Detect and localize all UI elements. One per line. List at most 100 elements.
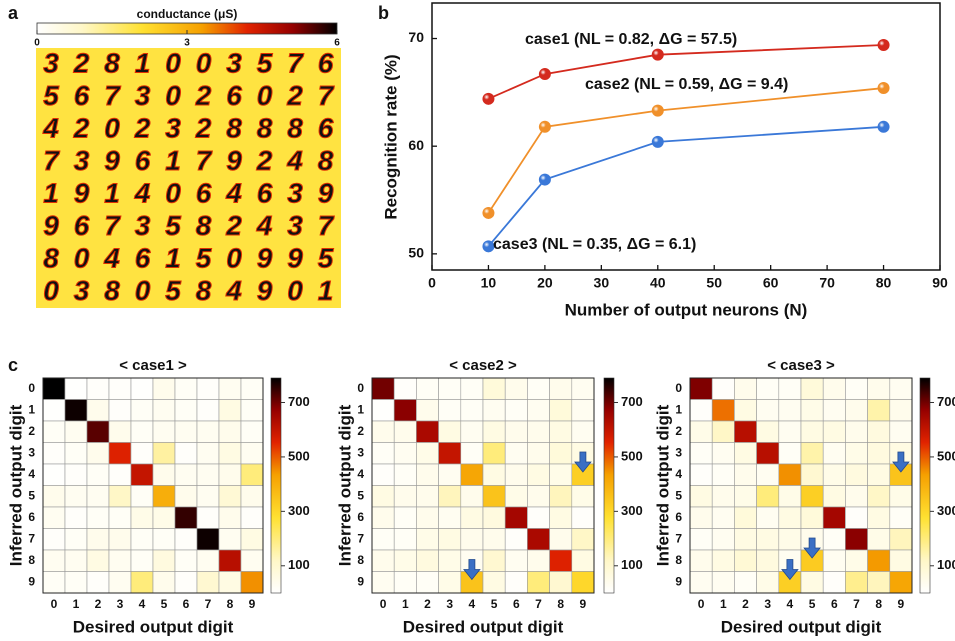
heatmap-cell xyxy=(131,400,153,422)
colorbar-tick-label: 100 xyxy=(621,557,643,572)
heatmap-cell xyxy=(241,421,263,443)
heatmap-cell xyxy=(505,400,527,422)
heatmap-cell xyxy=(109,550,131,572)
digit: 1 xyxy=(165,145,181,176)
heatmap-cell xyxy=(219,486,241,508)
heatmap-cell xyxy=(823,550,845,572)
x-tick-label: 3 xyxy=(764,597,771,611)
heatmap-cell xyxy=(527,443,549,465)
heatmap-cell xyxy=(241,529,263,551)
heatmap-cell xyxy=(439,421,461,443)
heatmap-cell xyxy=(43,400,65,422)
y-tick-label: 1 xyxy=(675,402,682,416)
y-tick-label: 5 xyxy=(675,488,682,502)
data-point xyxy=(652,105,664,117)
heatmap-cell xyxy=(845,550,867,572)
heatmap-cell xyxy=(527,550,549,572)
digit: 9 xyxy=(43,210,59,241)
heatmap-cell xyxy=(505,529,527,551)
heatmap-cell xyxy=(690,443,712,465)
x-tick-label: 7 xyxy=(205,597,212,611)
digit: 6 xyxy=(318,112,334,143)
heatmap-cell xyxy=(757,572,779,594)
x-tick-label: 60 xyxy=(763,275,779,291)
heatmap-cell xyxy=(845,572,867,594)
digit: 7 xyxy=(318,80,335,111)
digit: 2 xyxy=(73,47,90,78)
series-label: case2 (NL = 0.59, ΔG = 9.4) xyxy=(585,76,788,93)
heatmap-cell xyxy=(87,572,109,594)
heatmap-cell xyxy=(712,529,734,551)
heatmap-cell xyxy=(153,378,175,400)
panel-label: c xyxy=(8,355,18,375)
heatmap-cell xyxy=(550,443,572,465)
y-tick-label: 9 xyxy=(357,574,364,588)
digit: 6 xyxy=(135,242,151,273)
heatmap-cell xyxy=(394,486,416,508)
heatmap-cell xyxy=(197,378,219,400)
heatmap-cell xyxy=(372,464,394,486)
digit: 8 xyxy=(196,275,212,306)
heatmap-cell xyxy=(65,378,87,400)
heatmap-cell xyxy=(175,400,197,422)
colorbar-tick-label: 500 xyxy=(937,448,955,463)
heatmap-cell xyxy=(175,464,197,486)
heatmap-cell xyxy=(372,486,394,508)
digit: 5 xyxy=(257,47,273,78)
heatmap-cell xyxy=(416,550,438,572)
heatmap-cell xyxy=(43,464,65,486)
x-axis-label: Desired output digit xyxy=(721,617,882,636)
digit: 3 xyxy=(135,210,151,241)
heatmap-cell xyxy=(131,507,153,529)
heatmap-cell xyxy=(868,464,890,486)
digit: 3 xyxy=(287,210,303,241)
y-tick-label: 6 xyxy=(357,510,364,524)
digit: 3 xyxy=(135,80,151,111)
heatmap-cell xyxy=(527,507,549,529)
y-tick-label: 7 xyxy=(28,531,35,545)
digit: 3 xyxy=(74,275,90,306)
digit: 4 xyxy=(42,112,59,143)
heatmap-cell xyxy=(175,529,197,551)
heatmap-cell xyxy=(219,550,241,572)
digit: 0 xyxy=(196,47,212,78)
heatmap-cell xyxy=(550,486,572,508)
heatmap-cell xyxy=(175,421,197,443)
heatmap-cell xyxy=(690,529,712,551)
digit: 1 xyxy=(104,177,120,208)
heatmap-cell xyxy=(65,507,87,529)
heatmap-cell xyxy=(394,400,416,422)
heatmap-cell xyxy=(527,378,549,400)
heatmap-cell xyxy=(690,486,712,508)
digit: 3 xyxy=(74,145,90,176)
heatmap-cell xyxy=(890,529,912,551)
digit: 2 xyxy=(134,112,151,143)
heatmap-cell xyxy=(572,529,594,551)
heatmap-cell xyxy=(483,550,505,572)
colorbar-tick-label: 700 xyxy=(937,394,955,409)
data-point xyxy=(539,121,551,133)
heatmap-cell xyxy=(757,550,779,572)
heatmap-cell xyxy=(131,421,153,443)
heatmap-cell xyxy=(505,421,527,443)
colorbar-tick-label: 700 xyxy=(288,394,310,409)
heatmap-cell xyxy=(372,378,394,400)
colorbar-tick-label: 500 xyxy=(288,448,310,463)
heatmap-cell xyxy=(416,464,438,486)
heatmap-cell xyxy=(779,486,801,508)
y-tick-label: 50 xyxy=(408,245,424,261)
heatmap-cell xyxy=(197,550,219,572)
heatmap-cell xyxy=(868,378,890,400)
x-tick-label: 3 xyxy=(117,597,124,611)
heatmap-cell xyxy=(461,486,483,508)
x-tick-label: 9 xyxy=(898,597,905,611)
heatmap-cell xyxy=(219,529,241,551)
digit: 5 xyxy=(196,242,212,273)
heatmap-cell xyxy=(439,400,461,422)
heatmap-cell xyxy=(734,550,756,572)
heatmap-cell xyxy=(219,378,241,400)
heatmap-cell xyxy=(483,421,505,443)
heatmap-cell xyxy=(527,486,549,508)
heatmap-cell xyxy=(43,550,65,572)
heatmap-cell xyxy=(43,443,65,465)
